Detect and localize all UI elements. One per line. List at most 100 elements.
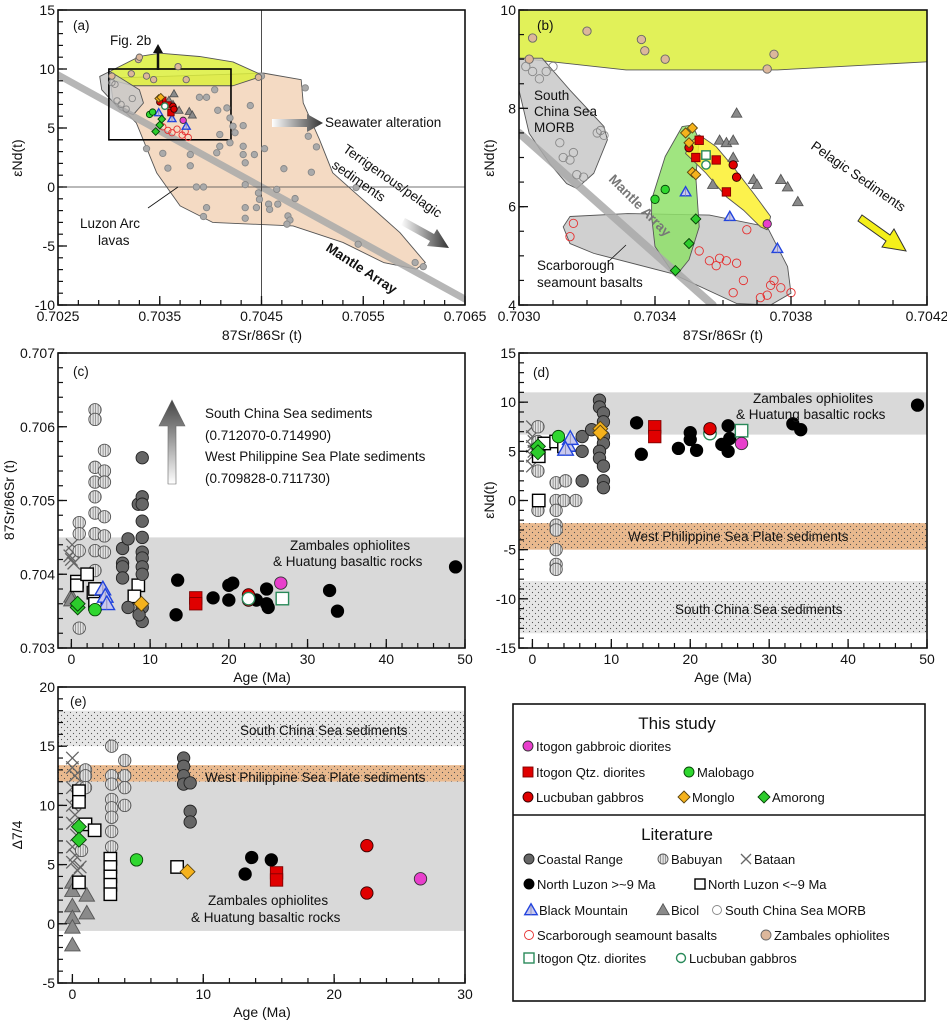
x-tick-label: 50 [919,651,935,667]
nl-young-marker [694,878,706,890]
nl-old-marker [794,423,808,437]
x-tick-label: 20 [326,986,342,1002]
x-tick-label: 0.7065 [444,308,487,324]
legend-item: Amorong [757,790,825,805]
coastal-marker [575,444,589,458]
babuyan-marker [531,420,545,434]
zambales-marker [108,72,116,80]
annotation: & Huatung basaltic rocks [736,407,886,422]
x-axis-label: Age (Ma) [694,669,752,685]
nl-young-marker [80,567,95,582]
legend-label: Black Mountain [539,903,628,918]
luzon-arc-marker [274,200,282,208]
bicol-marker [78,904,96,920]
annotation: MORB [534,120,575,135]
babuyan-marker [72,527,86,541]
nl-old-marker [448,560,463,574]
legend-label: Monglo [692,790,735,805]
scarborough-marker [765,280,776,290]
luzon-arc-marker [260,144,269,153]
nl-young-marker [103,887,118,902]
babuyan-marker [105,739,119,753]
panel-label: (d) [533,365,550,380]
legend-item: Coastal Range [523,852,623,867]
babuyan-marker [97,545,112,559]
annotation: South China Sea sediments [240,723,408,738]
scarborough-marker [728,288,738,298]
y-tick-label: 20 [39,679,55,695]
babuyan-marker [105,810,119,824]
y-tick-label: 4 [508,297,516,313]
coastal-marker [135,497,149,511]
x-tick-label: 0 [68,986,76,1002]
scs-morb-marker [558,152,568,163]
y-tick-label: 0 [508,493,516,509]
babuyan-marker [558,474,573,488]
babuyan-marker [118,798,132,813]
bataan-marker [70,863,85,878]
x-tick-label: 30 [457,986,473,1002]
x-tick-label: 0.7025 [37,308,80,324]
itogon-qd-marker [269,873,284,887]
nl-old-marker [169,608,183,622]
legend-label: Itogon Qtz. diorites [537,951,647,966]
babuyan-marker [105,824,119,839]
y-axis-label: εNd(t) [481,481,497,518]
sediment-up-arrow-icon [158,399,186,485]
x-axis-label: Age (Ma) [233,1004,291,1020]
malobago-marker [660,184,670,195]
itogon-qd-marker [721,187,732,197]
nl-old-marker [264,853,278,867]
y-tick-label: 10 [39,61,55,77]
coastal-marker [135,514,149,528]
annotation: Luzon Arc [80,216,140,231]
nl-old-marker [723,431,737,446]
y-axis-label: εNd(t) [9,139,25,176]
babuyan-marker [78,769,93,783]
zambales-marker [174,62,182,71]
panel-d: 0 10 20 30 40 50 -15 -10 -5 0 5 10 15 Age (Ma) εNd(t) (… [481,345,935,685]
y-tick-label: 0.705 [20,493,55,509]
y-tick-label: 15 [39,738,55,754]
coastal-marker [596,459,611,473]
scarborough-leader-line [607,244,627,263]
luzon-arc-marker [250,150,259,159]
panel-label: (c) [73,364,89,379]
monglo-marker [133,595,150,612]
y-tick-label: -5 [43,975,56,991]
annotation: China Sea [534,104,598,119]
monglo-marker [156,92,166,102]
babuyan-marker [97,464,112,478]
bicol-marker [169,88,179,98]
y-tick-label: 10 [39,797,55,813]
annotation: Zambales ophiolites [208,893,328,908]
coastal-marker [132,608,146,622]
scs-morb-marker [527,66,538,77]
bicol-marker [706,178,719,189]
scs-morb-marker [712,905,722,915]
nl-old-marker [322,583,337,598]
panel-b: 0.7030 0.7034 0.7038 0.7042 4 6 8 10 87Sr/86Sr (… [481,2,947,343]
x-tick-label: 0 [529,651,537,667]
zambales-marker [582,26,592,36]
lucbuban-marker [703,422,717,436]
coastal-marker [183,776,197,790]
lucbuban-marker [170,105,178,113]
scarborough-marker [762,290,772,300]
luzon-arc-marker [352,183,360,192]
luzon-arc-marker [216,130,224,139]
luzon-arc-marker [214,106,222,114]
babuyan-marker [97,529,112,543]
luzon-arc-marker [211,86,219,94]
malobago-marker [650,194,660,204]
legend-label: Zambales ophiolites [774,928,890,943]
babuyan-marker [549,562,563,576]
nl-old-marker [261,600,275,615]
bicol-marker [63,918,81,934]
luzon-arc-marker [142,144,151,153]
scarborough-marker [755,292,766,303]
nl-old-marker [222,593,236,607]
lit-lucbuban-marker [701,159,711,170]
luzon-arc-marker [159,149,167,158]
nl-young-marker [69,578,84,593]
